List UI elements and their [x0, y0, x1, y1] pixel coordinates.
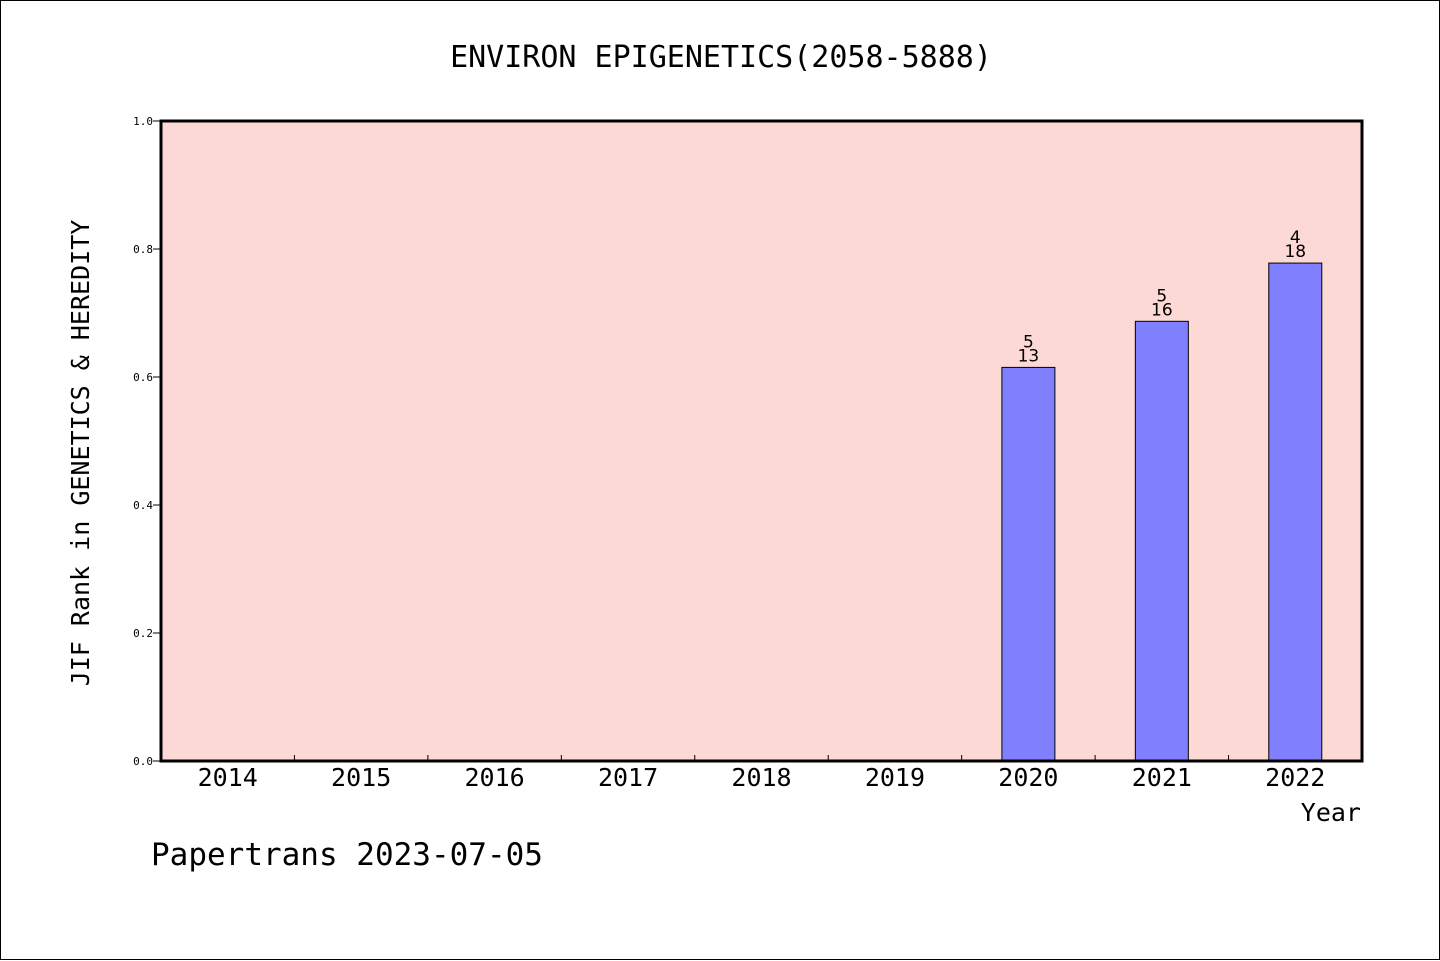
- footer-credit: Papertrans 2023-07-05: [151, 837, 543, 873]
- bar: [1268, 262, 1323, 762]
- x-axis-label: Year: [1301, 798, 1361, 827]
- y-tick-label: 0.8: [133, 243, 153, 256]
- x-tick-label: 2018: [731, 763, 791, 792]
- axis-ticks: 0.0 0.2 0.4 0.6 0.8 1.0 2014 2015 2016 2017 2018 20…: [133, 115, 1325, 792]
- x-tick-label: 2019: [865, 763, 925, 792]
- bar-label-total: 13: [1018, 346, 1040, 366]
- y-tick-label: 0.2: [133, 627, 153, 640]
- bar-label-rank: 5: [1156, 286, 1167, 306]
- bar-label-rank: 5: [1023, 332, 1034, 352]
- x-tick-label: 2014: [198, 763, 258, 792]
- x-tick-label: 2021: [1132, 763, 1192, 792]
- y-tick-label: 0.0: [133, 755, 153, 768]
- y-tick-label: 0.6: [133, 371, 153, 384]
- x-tick-label: 2020: [998, 763, 1058, 792]
- y-axis-label: JIF Rank in GENETICS & HEREDITY: [66, 220, 95, 687]
- x-tick-label: 2016: [465, 763, 525, 792]
- bar-label-total: 16: [1151, 300, 1173, 320]
- x-tick-label: 2017: [598, 763, 658, 792]
- x-tick-label: 2015: [331, 763, 391, 792]
- y-tick-label: 1.0: [133, 115, 153, 128]
- bar-label-total: 18: [1284, 242, 1306, 262]
- y-tick-label: 0.4: [133, 499, 153, 512]
- plot-border: [159, 119, 1364, 763]
- chart-title: ENVIRON EPIGENETICS(2058-5888): [450, 40, 992, 75]
- bar: [1001, 366, 1056, 762]
- x-tick-label: 2022: [1265, 763, 1325, 792]
- bar: [1134, 320, 1189, 762]
- bar-label-rank: 4: [1290, 228, 1301, 248]
